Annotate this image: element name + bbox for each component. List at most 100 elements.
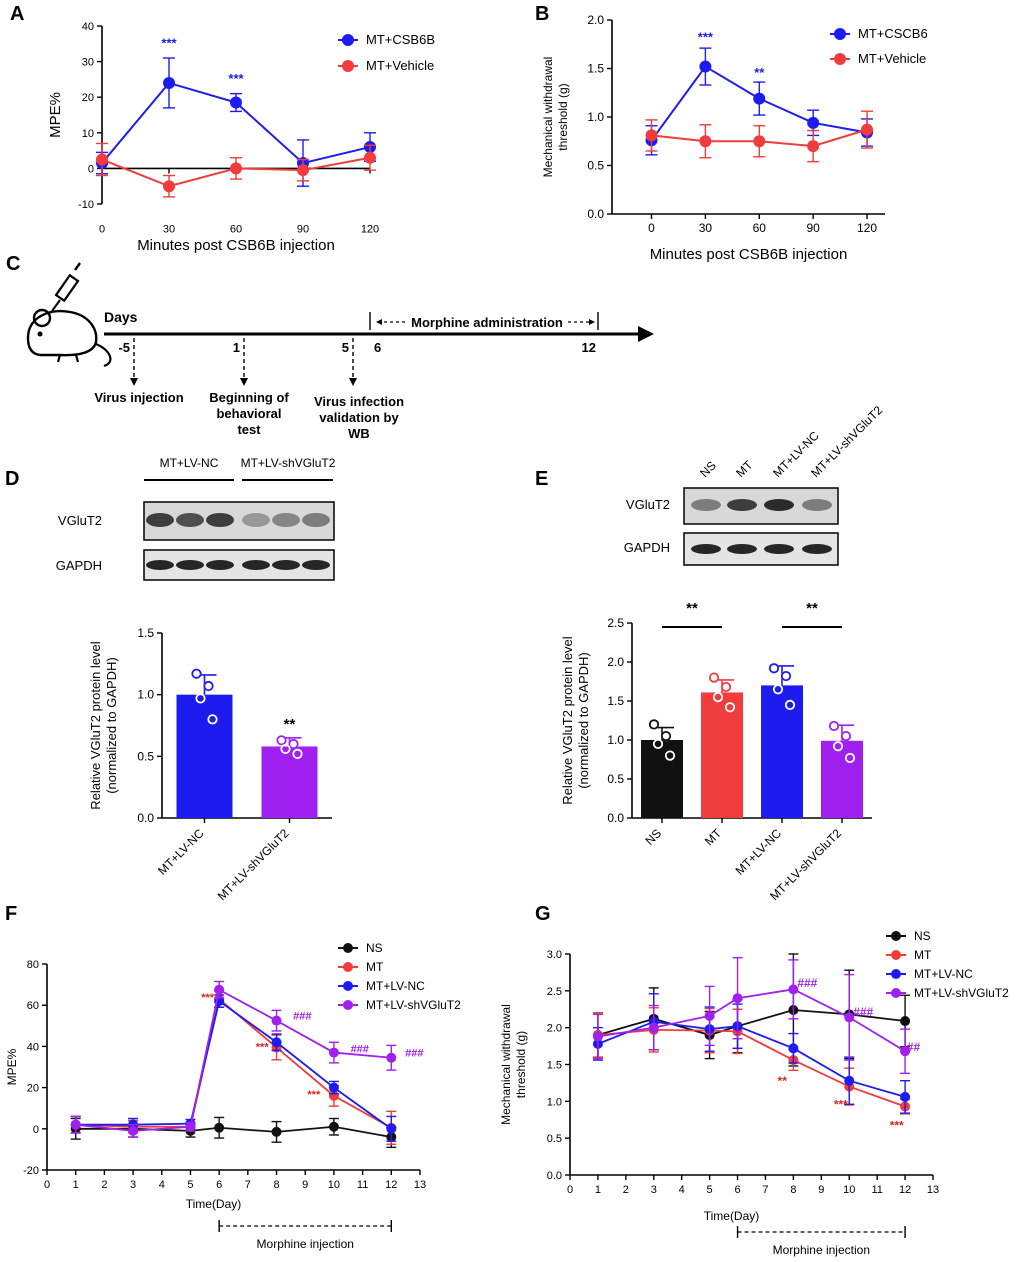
event-label-line: behavioral	[216, 406, 281, 421]
data-point	[271, 1015, 282, 1026]
significance-label: **	[754, 65, 765, 80]
y-tick-label: 1.0	[607, 733, 624, 747]
blot-band	[206, 513, 234, 527]
x-tick-label: 2	[101, 1179, 107, 1191]
replicate-point-outer	[828, 720, 840, 732]
bracket-label: Morphine injection	[257, 1237, 354, 1251]
event-arrowhead	[349, 378, 357, 386]
y-tick-label: 20	[82, 92, 94, 104]
y-tick-label: 0.0	[137, 811, 154, 825]
y-axis-title: threshold (g)	[514, 1031, 528, 1098]
legend-entry: MT+Vehicle	[338, 58, 434, 73]
y-tick-label: 2.0	[547, 1023, 562, 1035]
replicate-point	[724, 702, 736, 713]
series-MT+LV-shVGluT2	[70, 980, 397, 1138]
series-line	[75, 999, 392, 1130]
y-tick-label: 30	[82, 57, 94, 69]
legend-marker	[834, 28, 846, 40]
panel-label-A: A	[10, 3, 24, 25]
y-tick-label: 3.0	[547, 949, 562, 961]
legend-marker	[343, 981, 353, 991]
blot-band	[802, 499, 832, 511]
blot-band	[764, 499, 794, 511]
x-tick-label: 6	[734, 1184, 740, 1196]
data-point	[788, 984, 799, 995]
replicate-point-outer	[840, 730, 852, 742]
legend-marker	[342, 60, 354, 72]
significance-label: ***	[256, 1042, 270, 1054]
x-tick-label: MT+LV-NC	[733, 826, 785, 878]
x-tick-label: 1	[595, 1184, 601, 1196]
legend-entry: MT+LV-NC	[338, 979, 425, 993]
data-point	[648, 1022, 659, 1033]
legend-marker	[891, 988, 901, 998]
data-point	[328, 1047, 339, 1058]
y-tick-label: 2.0	[587, 13, 604, 27]
y-tick-label: 2.5	[547, 986, 562, 998]
x-tick-label: 90	[297, 223, 309, 235]
replicate-point	[784, 699, 796, 711]
y-tick-label: 2.5	[607, 616, 624, 630]
replicate-point-outer	[288, 738, 299, 750]
series-NS	[70, 1116, 397, 1149]
data-point	[788, 1043, 799, 1054]
blot-row-label: VGluT2	[626, 497, 670, 512]
legend-entry: MT	[338, 960, 384, 974]
day-label: 12	[582, 340, 596, 355]
series-MT+LV-shVGluT2	[592, 956, 911, 1075]
replicate-point-outer	[780, 670, 792, 682]
blot-band	[242, 560, 270, 570]
y-axis-title: Mechanical withdrawal	[541, 57, 555, 178]
x-tick-label: 8	[790, 1184, 796, 1196]
mouse-ear	[32, 308, 52, 328]
blot-row-label: VGluT2	[58, 513, 102, 528]
legend-marker	[834, 53, 846, 65]
x-tick-label: 120	[857, 221, 877, 235]
data-point	[732, 993, 743, 1004]
replicate-point	[664, 750, 676, 761]
data-point	[364, 151, 376, 164]
legend-marker	[343, 943, 353, 953]
replicate-point	[195, 693, 206, 704]
y-tick-label: -10	[78, 199, 94, 211]
x-tick-label: MT	[702, 826, 725, 849]
legend-label: MT+LV-shVGluT2	[914, 986, 1009, 1000]
day-label: 6	[374, 340, 381, 355]
blot-band	[691, 499, 721, 511]
significance-label: **	[686, 600, 698, 617]
y-tick-label: 0.5	[587, 159, 604, 173]
data-point	[753, 92, 766, 105]
replicate-point	[772, 684, 784, 695]
mouse-syringe-icon	[26, 262, 112, 368]
blot-row-label: GAPDH	[624, 540, 670, 555]
data-point	[844, 1075, 855, 1086]
data-point	[900, 1046, 911, 1057]
y-tick-label: 2.0	[607, 655, 624, 669]
panel-label-D: D	[5, 468, 19, 490]
chart-A: -10 0 10 20 30 40 0 30 60 90 120 Minutes post CSB6B…	[47, 21, 435, 254]
chart-B: 0.0 0.5 1.0 1.5 2.0 0 30 60 90 120 Minutes post CS…	[541, 13, 928, 263]
data-point	[807, 116, 820, 129]
y-tick-label: 1.0	[137, 688, 154, 702]
x-tick-label: 8	[273, 1179, 279, 1191]
data-point	[386, 1123, 397, 1134]
series-line	[597, 1028, 906, 1108]
blot-band	[206, 560, 234, 570]
blot-band	[272, 513, 300, 527]
x-tick-label: 12	[899, 1184, 911, 1196]
series-MT+Vehicle	[645, 110, 874, 163]
data-point	[704, 1010, 715, 1021]
data-point	[128, 1125, 139, 1136]
blot-band	[302, 513, 330, 527]
event-label: Virus injection	[94, 390, 183, 405]
data-point	[163, 76, 175, 89]
panel-label-F: F	[5, 903, 17, 925]
series-MT	[592, 1007, 911, 1115]
x-tick-label: 1	[73, 1179, 79, 1191]
blot-band	[176, 513, 204, 527]
panel-label-C: C	[6, 253, 20, 275]
data-point	[900, 1016, 911, 1027]
y-axis-title: MPE%	[5, 1048, 19, 1085]
